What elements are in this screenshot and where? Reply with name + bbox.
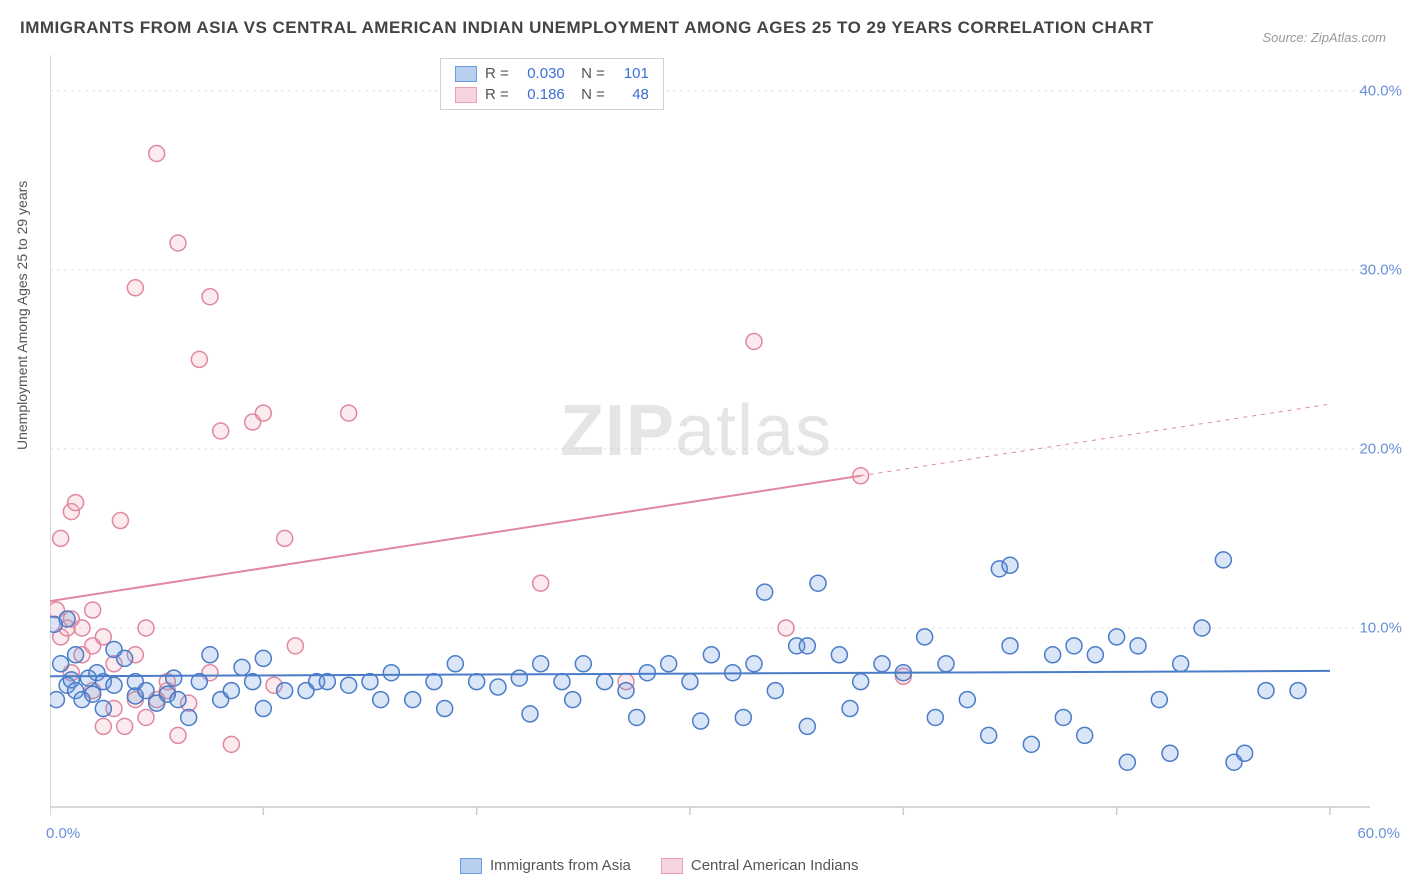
y-axis-label: Unemployment Among Ages 25 to 29 years [14, 181, 30, 450]
legend-label: Central American Indians [691, 857, 859, 874]
source-credit: Source: ZipAtlas.com [1262, 30, 1386, 45]
legend-swatch [460, 858, 482, 874]
y-tick-label: 40.0% [1359, 82, 1402, 99]
y-tick-label: 30.0% [1359, 261, 1402, 278]
legend-label: Immigrants from Asia [490, 857, 631, 874]
stat-r-label: R = [485, 65, 509, 82]
legend-stats-row: R = 0.030 N = 101 [455, 65, 649, 82]
x-tick-label: 0.0% [46, 825, 80, 842]
legend-series: Immigrants from Asia Central American In… [460, 857, 858, 874]
stat-n-value: 48 [613, 86, 649, 103]
legend-stats: R = 0.030 N = 101 R = 0.186 N = 48 [440, 58, 664, 110]
legend-swatch [455, 66, 477, 82]
legend-swatch [455, 87, 477, 103]
scatter-plot [50, 55, 1380, 825]
legend-stats-row: R = 0.186 N = 48 [455, 86, 649, 103]
x-tick-label: 60.0% [1357, 825, 1400, 842]
stat-n-value: 101 [613, 65, 649, 82]
stat-n-label: N = [573, 65, 605, 82]
stat-r-label: R = [485, 86, 509, 103]
stat-r-value: 0.030 [517, 65, 565, 82]
y-tick-label: 20.0% [1359, 440, 1402, 457]
y-tick-label: 10.0% [1359, 619, 1402, 636]
legend-swatch [661, 858, 683, 874]
stat-r-value: 0.186 [517, 86, 565, 103]
legend-item: Central American Indians [661, 857, 859, 874]
legend-item: Immigrants from Asia [460, 857, 631, 874]
chart-title: IMMIGRANTS FROM ASIA VS CENTRAL AMERICAN… [20, 18, 1154, 38]
stat-n-label: N = [573, 86, 605, 103]
